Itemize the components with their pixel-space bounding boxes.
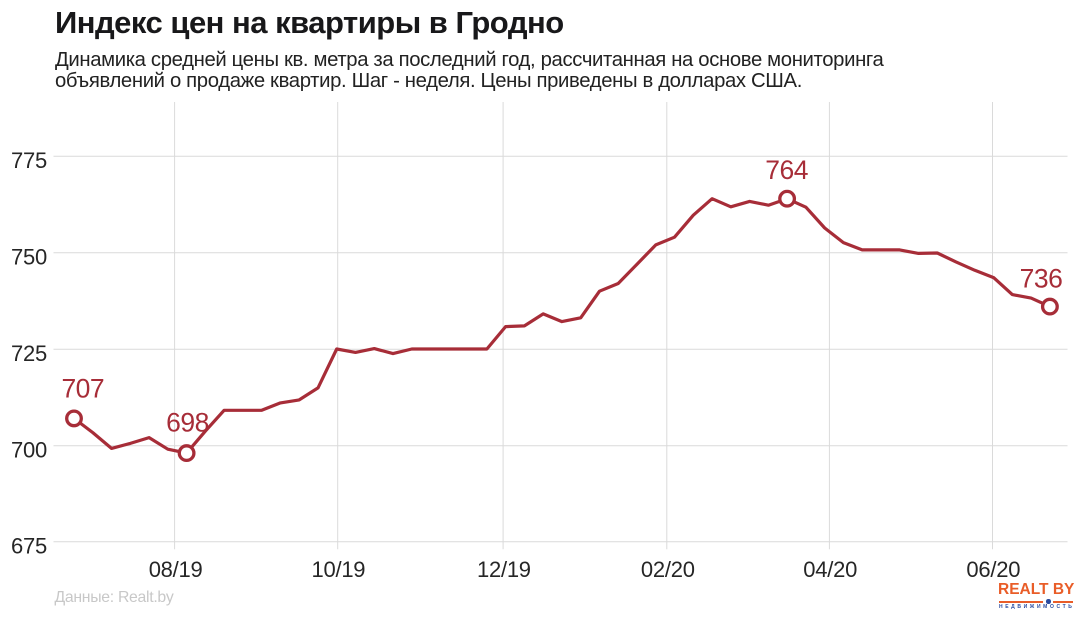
svg-text:750: 750 [11, 245, 47, 270]
svg-text:08/19: 08/19 [149, 557, 203, 582]
svg-text:02/20: 02/20 [641, 557, 695, 582]
svg-text:736: 736 [1020, 264, 1063, 294]
svg-text:675: 675 [11, 533, 47, 558]
svg-text:12/19: 12/19 [477, 557, 531, 582]
svg-text:04/20: 04/20 [803, 557, 857, 582]
svg-text:700: 700 [11, 437, 47, 462]
svg-text:725: 725 [11, 341, 47, 366]
svg-text:764: 764 [765, 155, 808, 185]
svg-text:698: 698 [166, 408, 209, 438]
svg-text:707: 707 [61, 374, 104, 404]
svg-text:06/20: 06/20 [966, 557, 1020, 582]
svg-text:10/19: 10/19 [311, 557, 365, 582]
svg-text:775: 775 [11, 148, 47, 173]
